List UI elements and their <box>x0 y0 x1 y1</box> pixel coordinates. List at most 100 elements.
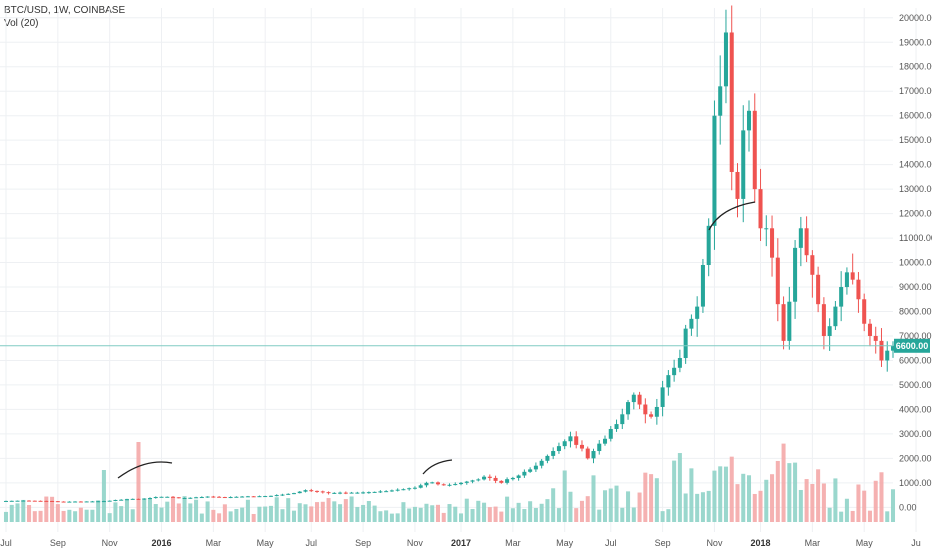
volume-bar <box>528 501 533 522</box>
candle-body <box>361 492 366 494</box>
candle-body <box>228 497 233 499</box>
volume-bar <box>245 499 250 522</box>
volume-bar <box>27 505 32 522</box>
y-tick-label: 6000.00 <box>899 355 932 365</box>
volume-bar <box>407 508 412 522</box>
candle-body <box>407 488 412 490</box>
volume-bar <box>291 510 297 522</box>
candle-body <box>32 500 37 502</box>
volume-bar <box>136 442 141 522</box>
candle-body <box>338 492 343 494</box>
candle-body <box>378 491 383 493</box>
candle-body <box>804 228 809 256</box>
volume-bar <box>890 489 896 522</box>
candle-body <box>55 501 60 503</box>
candle-body <box>879 340 884 361</box>
candle-body <box>309 490 314 492</box>
candle-body <box>810 255 815 275</box>
volume-bar <box>147 498 153 522</box>
candle-body <box>850 272 855 280</box>
volume-bar <box>545 499 550 522</box>
volume-bar <box>447 504 452 522</box>
candle-body <box>44 500 49 502</box>
volume-bar <box>764 479 769 522</box>
candle-body <box>631 394 636 403</box>
volume-bar <box>476 500 481 522</box>
y-tick-label: 13000.00 <box>899 184 932 194</box>
last-price-label: 6600.00 <box>896 341 929 351</box>
volume-bar <box>435 504 440 522</box>
candle-body <box>240 496 245 498</box>
y-tick-label: 20000.00 <box>899 13 932 23</box>
volume-bar <box>372 505 377 522</box>
candle-body <box>683 328 688 359</box>
candle-body <box>176 497 181 499</box>
volume-bar <box>101 470 106 522</box>
candle-body <box>528 469 533 472</box>
candles <box>3 5 896 503</box>
candle-body <box>568 436 573 442</box>
candle-body <box>700 265 705 307</box>
candle-body <box>291 493 297 495</box>
volume-bar <box>533 507 538 522</box>
candle-body <box>205 496 210 498</box>
volume-bar <box>124 498 129 522</box>
volume-bar <box>430 505 435 522</box>
candle-body <box>9 500 14 502</box>
x-tick-label: Jul <box>0 538 12 548</box>
volume-bar <box>61 510 66 522</box>
volume-bar <box>568 491 573 522</box>
candle-body <box>729 32 734 172</box>
y-tick-label: 15000.00 <box>899 135 932 145</box>
volume-bar <box>798 489 803 522</box>
volume-bar <box>113 502 118 522</box>
x-tick-label: Nov <box>706 538 723 548</box>
volume-bar <box>487 507 492 522</box>
volume-bar <box>274 497 279 522</box>
candle-body <box>199 497 204 499</box>
x-tick-label: Jul <box>306 538 318 548</box>
candle-body <box>257 496 262 498</box>
volume-bar <box>107 513 112 522</box>
volume-bar <box>735 484 740 522</box>
candle-body <box>171 496 176 498</box>
candle-body <box>677 358 682 368</box>
volume-bar <box>660 511 665 522</box>
volume-bar <box>643 472 648 522</box>
volume-bar <box>182 496 187 522</box>
volume-bar <box>879 472 884 522</box>
volume-bar <box>21 499 26 522</box>
volume-bar <box>326 498 331 522</box>
volume-bar <box>556 508 561 522</box>
volume-bar <box>654 478 659 522</box>
candle-body <box>689 318 694 329</box>
volume-bar <box>493 506 498 522</box>
volume-bar <box>343 499 348 522</box>
candle-body <box>142 498 147 500</box>
volume-bar <box>217 513 222 522</box>
candle-body <box>476 479 481 481</box>
volume-bar <box>44 496 49 522</box>
candle-body <box>188 497 193 499</box>
volume-bar <box>234 508 239 522</box>
volume-bar <box>459 513 464 522</box>
candle-body <box>574 436 579 445</box>
candle-body <box>816 274 821 305</box>
volume-bar <box>297 503 302 522</box>
volume-bar <box>482 502 487 522</box>
volume-bar <box>263 506 268 522</box>
candle-body <box>268 495 273 497</box>
candle-body <box>159 496 164 498</box>
volume-bar <box>199 513 204 522</box>
candle-body <box>856 279 861 300</box>
candle-body <box>251 496 256 498</box>
candle-body <box>637 394 642 405</box>
volume-bar <box>395 513 400 522</box>
volume-bar <box>741 473 746 522</box>
volume-bar <box>268 505 273 522</box>
candle-body <box>222 497 227 499</box>
volume-bar <box>303 504 308 522</box>
volume-bar <box>649 474 654 522</box>
y-tick-label: 12000.00 <box>899 209 932 219</box>
